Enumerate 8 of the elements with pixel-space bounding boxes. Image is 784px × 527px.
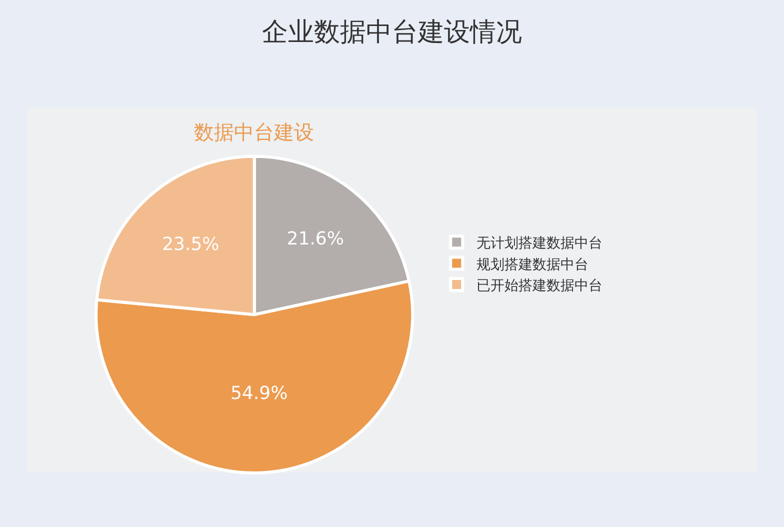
chart-subtitle: 数据中台建设 — [194, 120, 314, 144]
data-label: 21.6% — [286, 228, 344, 250]
legend-label: 无计划搭建数据中台 — [476, 236, 603, 252]
data-label: 54.9% — [230, 383, 288, 404]
legend-label: 已开始搭建数据中台 — [476, 278, 603, 294]
chart-title: 企业数据中台建设情况 — [262, 18, 522, 48]
legend-label: 规划搭建数据中台 — [476, 256, 589, 273]
data-label: 23.5% — [162, 234, 220, 256]
